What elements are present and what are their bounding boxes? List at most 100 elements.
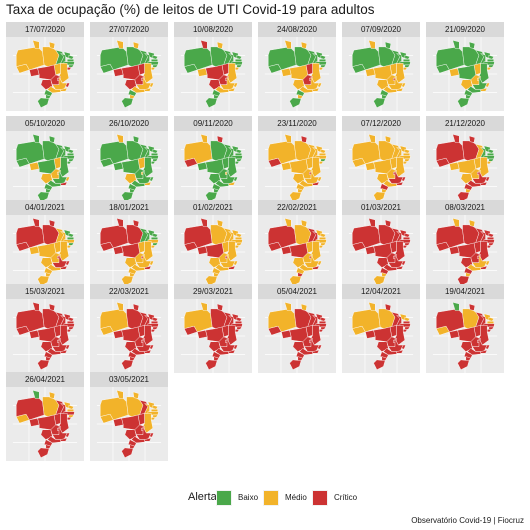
brazil-map [12, 131, 78, 205]
facet-panel: 05/04/2021 [258, 284, 336, 373]
state-region-rr [32, 40, 40, 49]
state-region-es [149, 176, 154, 182]
brazil-map [96, 37, 162, 111]
chart-title: Taxa de ocupação (%) de leitos de UTI Co… [6, 2, 375, 17]
state-region-ap [384, 41, 392, 49]
state-region-ap [132, 219, 140, 227]
brazil-map [432, 37, 498, 111]
state-region-sp [383, 86, 397, 94]
map-plot-area [90, 37, 168, 111]
state-region-se [66, 417, 72, 421]
state-region-se [234, 161, 240, 165]
state-region-pb [150, 236, 158, 240]
state-region-ba [478, 63, 490, 84]
state-region-sp [299, 180, 313, 188]
state-region-al [320, 64, 326, 68]
state-region-ap [468, 303, 476, 311]
state-region-rr [32, 302, 40, 311]
state-region-rr [116, 134, 124, 143]
state-region-es [149, 82, 154, 88]
state-region-sp [383, 180, 397, 188]
brazil-map [96, 215, 162, 289]
state-region-rr [284, 134, 292, 143]
state-region-es [233, 82, 238, 88]
state-region-rr [116, 218, 124, 227]
state-region-ap [216, 219, 224, 227]
legend-swatch-critico [313, 491, 327, 505]
facet-panel: 27/07/2020 [90, 22, 168, 111]
state-region-rs [289, 97, 302, 108]
state-region-ap [48, 391, 56, 399]
state-region-pb [402, 320, 410, 324]
state-region-sp [215, 348, 229, 356]
brazil-map [432, 299, 498, 373]
state-region-sp [467, 348, 481, 356]
state-region-rs [121, 447, 134, 458]
state-region-se [486, 161, 492, 165]
state-region-al [152, 242, 158, 246]
state-region-pb [486, 320, 494, 324]
state-region-al [320, 242, 326, 246]
state-region-pb [318, 152, 326, 156]
legend-key-baixo [216, 490, 232, 506]
state-region-es [485, 260, 490, 266]
facet-date-label: 03/05/2021 [90, 372, 168, 387]
brazil-map [348, 131, 414, 205]
map-plot-area [6, 131, 84, 205]
facet-date-label: 12/04/2021 [342, 284, 420, 299]
facet-panel: 07/12/2020 [342, 116, 420, 205]
state-region-al [152, 158, 158, 162]
facet-panel: 26/04/2021 [6, 372, 84, 461]
map-plot-area [342, 37, 420, 111]
map-plot-area [6, 299, 84, 373]
state-region-al [152, 64, 158, 68]
state-region-ap [216, 135, 224, 143]
state-region-ba [226, 241, 238, 262]
state-region-al [152, 414, 158, 418]
map-plot-area [258, 215, 336, 289]
legend: Alerta Baixo Médio Crítico [0, 486, 530, 510]
state-region-al [404, 326, 410, 330]
state-region-ap [300, 135, 308, 143]
map-plot-area [342, 131, 420, 205]
state-region-es [149, 260, 154, 266]
brazil-map [180, 37, 246, 111]
state-region-pb [150, 408, 158, 412]
facet-panel: 23/11/2020 [258, 116, 336, 205]
facet-date-label: 01/02/2021 [174, 200, 252, 215]
brazil-map [348, 299, 414, 373]
state-region-se [150, 67, 156, 71]
state-region-se [402, 245, 408, 249]
map-plot-area [426, 131, 504, 205]
state-region-se [150, 329, 156, 333]
facet-date-label: 29/03/2021 [174, 284, 252, 299]
state-region-rr [452, 218, 460, 227]
state-region-rs [289, 359, 302, 370]
state-region-ap [48, 303, 56, 311]
state-region-pb [402, 58, 410, 62]
map-plot-area [6, 37, 84, 111]
state-region-se [402, 161, 408, 165]
brazil-map [180, 299, 246, 373]
brazil-map [432, 215, 498, 289]
state-region-rr [368, 302, 376, 311]
state-region-rr [116, 302, 124, 311]
state-region-ba [394, 63, 406, 84]
map-plot-area [426, 215, 504, 289]
state-region-rs [205, 97, 218, 108]
state-region-ap [468, 135, 476, 143]
state-region-sp [215, 86, 229, 94]
state-region-ba [226, 63, 238, 84]
state-region-al [404, 242, 410, 246]
state-region-es [401, 260, 406, 266]
state-region-es [485, 82, 490, 88]
state-region-pb [318, 236, 326, 240]
state-region-ba [310, 157, 322, 178]
state-region-rs [37, 359, 50, 370]
facet-panel: 22/03/2021 [90, 284, 168, 373]
state-region-pb [234, 152, 242, 156]
state-region-se [318, 67, 324, 71]
map-plot-area [6, 215, 84, 289]
state-region-pb [234, 320, 242, 324]
state-region-ba [58, 413, 70, 434]
